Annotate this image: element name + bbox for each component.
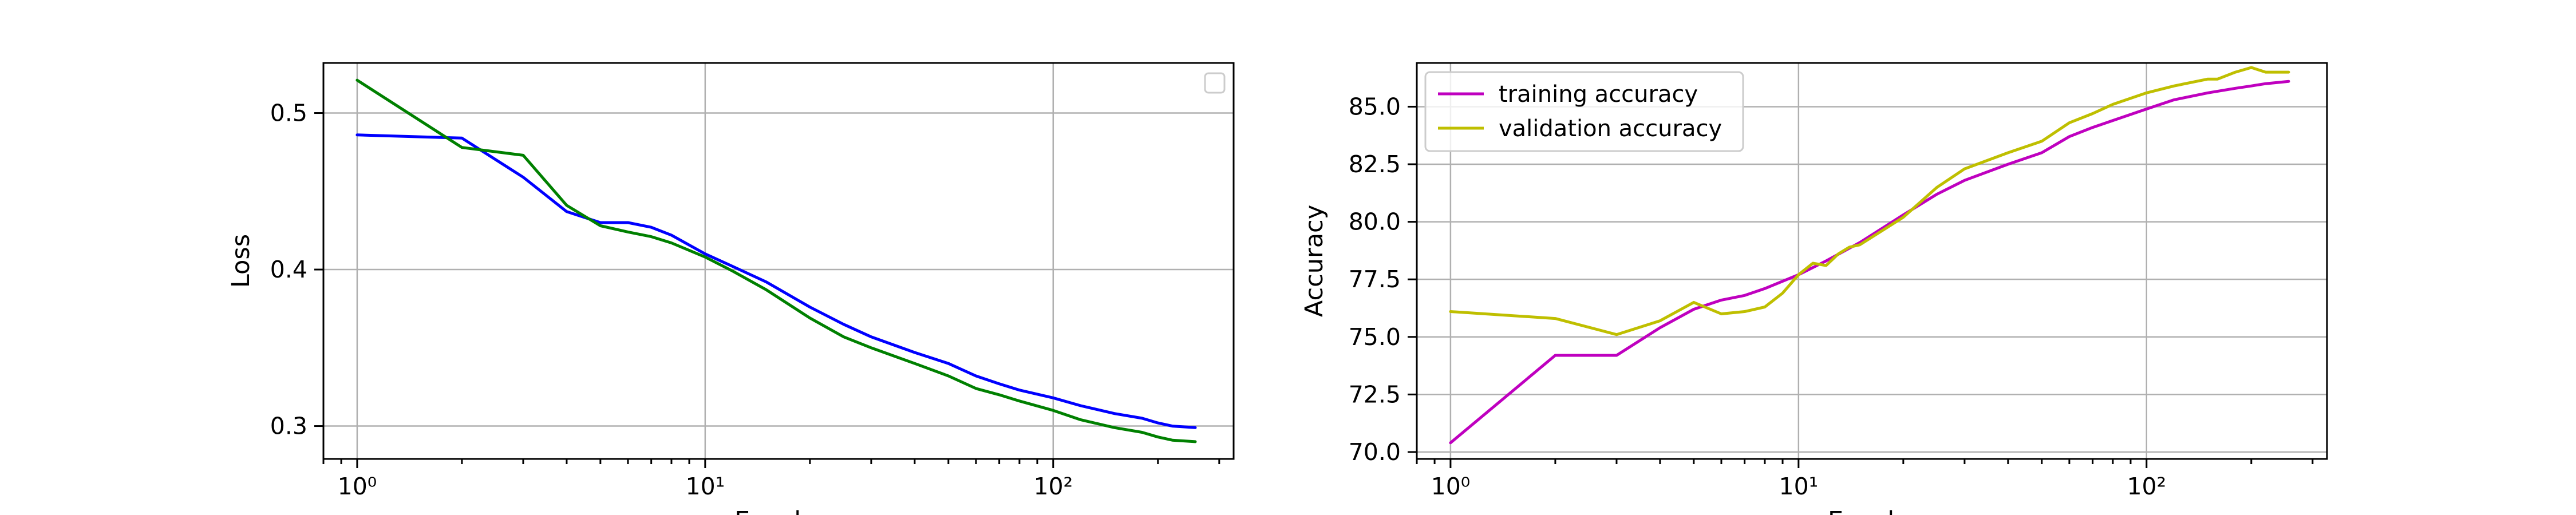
chart2-legend-box	[1424, 71, 1744, 152]
chart2-legend-label-1: training accuracy	[1499, 81, 1698, 108]
chart2-x-tick-label: 10²	[2127, 473, 2166, 500]
chart1-x-tick-label: 10⁰	[338, 473, 377, 500]
chart2-y-tick-label: 77.5	[1349, 266, 1401, 293]
chart2-legend: training accuracy validation accuracy	[1424, 71, 1744, 152]
chart2-x-tick-label: 10¹	[1779, 473, 1819, 500]
chart1-y-tick-label: 0.3	[270, 413, 307, 440]
chart2-legend-label-2: validation accuracy	[1499, 116, 1722, 142]
chart2-y-tick-label: 82.5	[1349, 150, 1401, 178]
chart2-y-tick-label: 85.0	[1349, 93, 1401, 120]
chart1-y-tick-label: 0.4	[270, 256, 307, 283]
chart1-legend-box	[1204, 72, 1226, 94]
chart2-y-tick-label: 75.0	[1349, 323, 1401, 351]
chart2-y-axis-label: Accuracy	[1300, 205, 1329, 317]
chart2-plot-frame	[1416, 62, 2328, 460]
chart2-series-1-line	[1449, 80, 2290, 445]
chart2-y-tick-label: 72.5	[1349, 381, 1401, 408]
chart1-x-axis-label: Epochs	[734, 506, 823, 515]
chart2-x-axis-label: Epochs	[1828, 506, 1916, 515]
chart1-x-tick-label: 10²	[1033, 473, 1073, 500]
chart2-y-tick-label: 80.0	[1349, 208, 1401, 236]
chart2-series-2-line	[1449, 66, 2290, 336]
chart1-series-2-line	[355, 78, 1197, 443]
chart2-panel: 10⁰ 10¹ 10² 70.0 72.5 75.0 77.5 80.0 82.5 85.0 Epo…	[1300, 62, 2328, 515]
chart2-y-tick-label: 70.0	[1349, 438, 1401, 466]
chart1-panel: 10⁰ 10¹ 10² 0.3 0.4 0.5 Epochs Loss	[227, 62, 1235, 515]
chart2-x-tick-label: 10⁰	[1431, 473, 1471, 500]
chart1-series-1-line	[355, 133, 1197, 429]
chart1-y-tick-label: 0.5	[270, 100, 307, 127]
chart1-plot-frame	[322, 62, 1235, 460]
chart1-y-axis-label: Loss	[227, 234, 255, 288]
chart1-x-tick-label: 10¹	[686, 473, 725, 500]
